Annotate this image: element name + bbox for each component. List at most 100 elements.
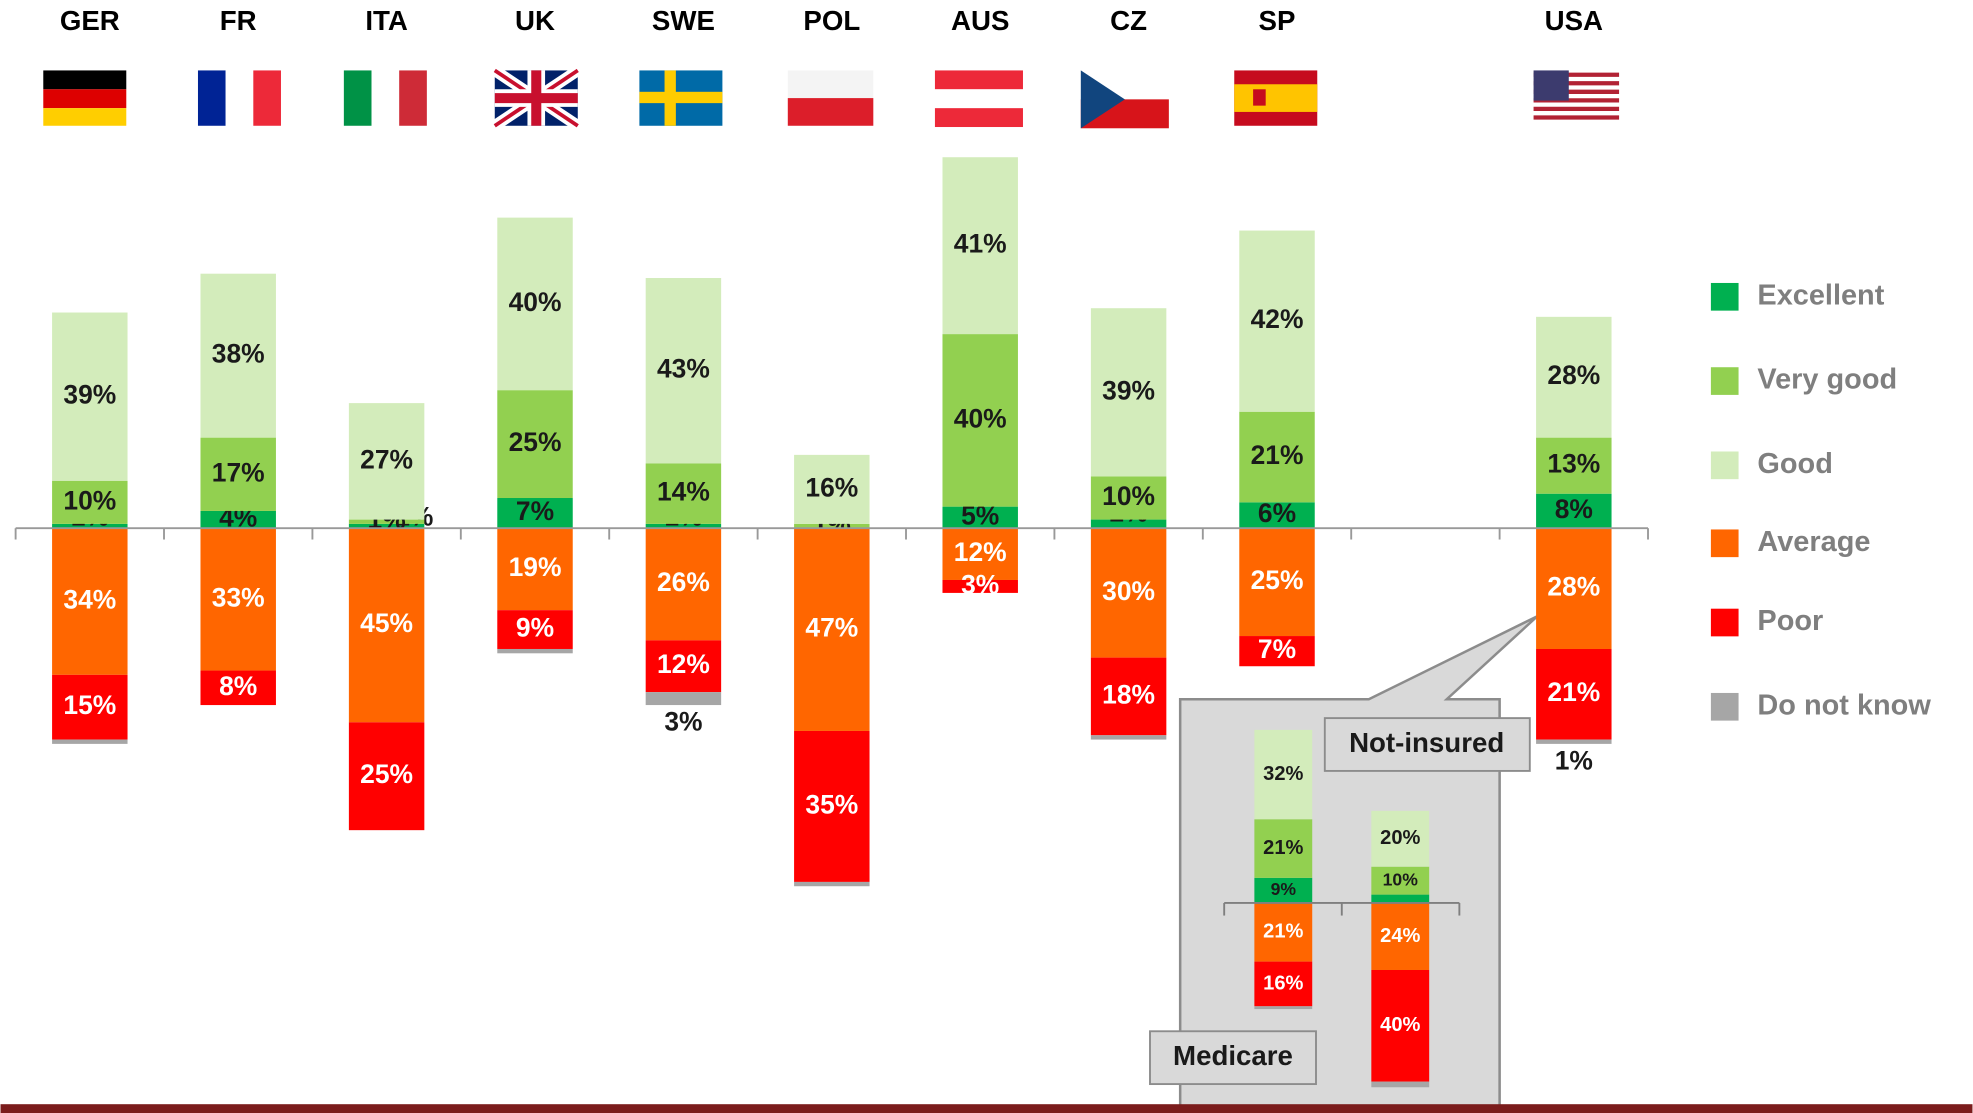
legend-swatch bbox=[1710, 367, 1739, 395]
legend-swatch bbox=[1710, 282, 1739, 311]
data-label: 27% bbox=[360, 444, 413, 474]
data-label: 21% bbox=[1547, 677, 1600, 707]
data-label: 39% bbox=[1102, 375, 1155, 405]
data-label: 21% bbox=[1251, 440, 1304, 470]
legend-label: Excellent bbox=[1757, 279, 1884, 311]
data-label: 3% bbox=[664, 707, 702, 737]
flag-sp bbox=[1234, 70, 1318, 126]
data-label: 28% bbox=[1547, 360, 1600, 390]
bar-segment bbox=[1090, 308, 1167, 477]
data-label: 40% bbox=[509, 287, 562, 317]
x-tick-label: CZ bbox=[1110, 5, 1147, 36]
bar-segment bbox=[942, 334, 1018, 507]
legend-label: Do not know bbox=[1757, 689, 1931, 721]
bar-segment bbox=[1090, 528, 1167, 658]
data-label: 30% bbox=[1102, 576, 1155, 606]
bar-segment bbox=[200, 437, 276, 511]
bar-segment bbox=[497, 498, 573, 529]
label-box bbox=[1149, 1030, 1317, 1086]
data-label: 10% bbox=[1102, 481, 1155, 511]
data-label: 41% bbox=[954, 229, 1007, 259]
bar-segment bbox=[645, 463, 722, 524]
x-tick-label: SP bbox=[1259, 5, 1296, 36]
data-label: 6% bbox=[1258, 498, 1296, 528]
data-label: 10% bbox=[63, 485, 116, 515]
data-label: 1% bbox=[1555, 745, 1593, 775]
data-label: 7% bbox=[1258, 634, 1296, 664]
x-tick-label: USA bbox=[1545, 5, 1603, 36]
data-label: 14% bbox=[657, 477, 710, 507]
bar-segment bbox=[1090, 476, 1167, 520]
bar-segment bbox=[497, 648, 573, 654]
data-label: 21% bbox=[1263, 837, 1303, 859]
data-label: 19% bbox=[509, 552, 562, 582]
data-label: 17% bbox=[212, 457, 265, 487]
legend-swatch bbox=[1710, 529, 1739, 558]
bar-segment bbox=[1239, 230, 1315, 412]
bar-segment bbox=[942, 528, 1018, 580]
bar-segment bbox=[1536, 437, 1612, 494]
bar-segment bbox=[52, 739, 128, 744]
bar-segment bbox=[645, 523, 722, 529]
bar-segment bbox=[1239, 411, 1315, 503]
data-label: 8% bbox=[219, 671, 257, 701]
data-label: 34% bbox=[63, 585, 116, 615]
footer-bar bbox=[0, 1104, 1973, 1113]
flag-pol bbox=[787, 70, 874, 126]
flag-usa bbox=[1533, 70, 1620, 126]
legend-label: Average bbox=[1757, 526, 1870, 558]
flag-ger bbox=[43, 70, 127, 126]
flag-cz bbox=[1080, 70, 1169, 129]
data-label: 24% bbox=[1380, 925, 1420, 947]
bar-segment bbox=[1254, 1006, 1313, 1010]
data-label: 26% bbox=[657, 567, 710, 597]
data-label: 43% bbox=[657, 354, 710, 384]
bar-segment bbox=[794, 730, 870, 882]
data-label: 38% bbox=[212, 339, 265, 369]
bar-segment bbox=[348, 523, 425, 529]
data-label: 25% bbox=[1251, 565, 1304, 595]
bar-segment bbox=[497, 217, 573, 391]
bar-segment bbox=[200, 528, 276, 671]
bar-segment bbox=[497, 610, 573, 649]
bar-segment bbox=[348, 519, 425, 524]
flag-ita bbox=[343, 70, 427, 126]
data-label: 47% bbox=[805, 613, 858, 643]
flag-uk bbox=[491, 65, 581, 131]
bar-segment bbox=[645, 640, 722, 693]
bar-segment bbox=[348, 722, 425, 831]
x-tick-label: SWE bbox=[652, 5, 715, 36]
bar-segment bbox=[1239, 528, 1315, 637]
bar-segment bbox=[1090, 657, 1167, 736]
bar-segment bbox=[1239, 502, 1315, 529]
data-label: 9% bbox=[516, 613, 554, 643]
bar-segment bbox=[348, 403, 425, 520]
data-label: 39% bbox=[63, 380, 116, 410]
bar-segment bbox=[1254, 729, 1313, 820]
bar-segment bbox=[348, 528, 425, 723]
bar-segment bbox=[1371, 866, 1430, 895]
x-tick-label: AUS bbox=[951, 5, 1009, 36]
bar-segment bbox=[52, 528, 128, 675]
data-label: 28% bbox=[1547, 572, 1600, 602]
bar-segment bbox=[1254, 819, 1313, 878]
data-label: 8% bbox=[1555, 494, 1593, 524]
legend-swatch bbox=[1710, 692, 1739, 721]
bar-segment bbox=[1536, 316, 1612, 438]
x-tick-label: POL bbox=[803, 5, 860, 36]
bar-segment bbox=[1371, 810, 1430, 867]
bar-segment bbox=[1371, 1081, 1430, 1088]
label-box bbox=[1323, 717, 1531, 772]
inset-category-label: Medicare bbox=[1173, 1040, 1293, 1071]
bar-segment bbox=[52, 674, 128, 740]
bar-segment bbox=[52, 523, 128, 529]
bar-segment bbox=[1536, 493, 1612, 529]
bar-segment bbox=[645, 692, 722, 706]
bar-segment bbox=[942, 506, 1018, 529]
bar-segment bbox=[794, 454, 870, 524]
bar-segment bbox=[497, 528, 573, 611]
bar-segment bbox=[1536, 648, 1612, 740]
x-tick-label: UK bbox=[515, 5, 555, 36]
